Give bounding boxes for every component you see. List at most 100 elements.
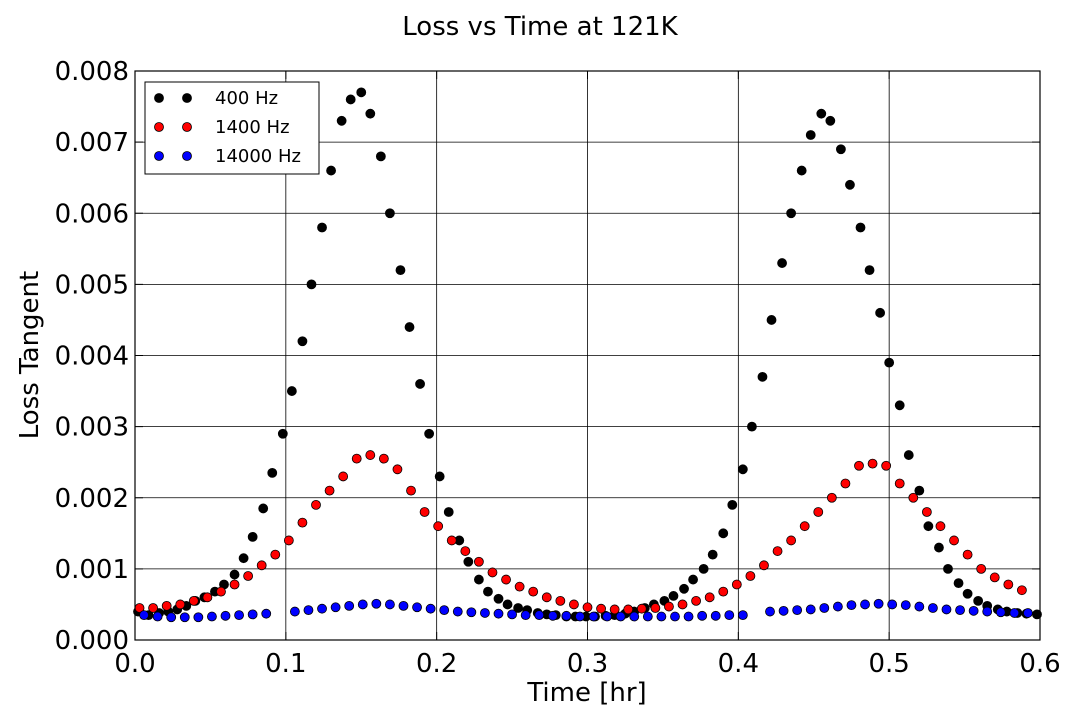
data-point (934, 542, 944, 553)
y-tick-label: 0.005 (55, 270, 129, 300)
legend-label: 14000 Hz (215, 146, 301, 167)
y-tick-label: 0.001 (55, 555, 129, 585)
data-point (596, 603, 606, 614)
data-point (528, 586, 539, 597)
data-point (473, 574, 484, 585)
data-point (152, 611, 163, 622)
y-axis-label: Loss Tangent (15, 271, 45, 439)
data-point (270, 549, 281, 560)
data-point (757, 371, 768, 382)
data-point (385, 208, 395, 219)
data-point (727, 499, 738, 510)
data-point (415, 379, 425, 389)
data-point (433, 521, 444, 532)
data-point (392, 464, 403, 475)
data-point (737, 464, 748, 475)
data-point (466, 607, 477, 618)
data-point (698, 563, 709, 574)
data-point (220, 610, 231, 621)
data-point (724, 610, 735, 621)
data-point (166, 612, 177, 623)
data-point (514, 581, 525, 592)
y-tick-label: 0.003 (55, 413, 129, 443)
data-point (460, 546, 471, 556)
data-point (534, 610, 545, 621)
data-point (541, 592, 552, 603)
data-point (805, 604, 816, 615)
data-point (846, 600, 857, 611)
data-point (404, 322, 415, 332)
data-point (286, 386, 297, 396)
legend-marker (182, 151, 192, 161)
y-tick-label: 0.007 (55, 128, 129, 158)
data-points (133, 87, 1042, 623)
data-point (914, 601, 925, 612)
data-point (1023, 608, 1033, 618)
data-point (731, 579, 742, 590)
data-point (311, 499, 321, 510)
x-tick-label: 0.2 (416, 649, 457, 679)
data-point (623, 604, 634, 615)
data-point (193, 612, 204, 623)
data-point (161, 600, 172, 611)
data-point (1009, 608, 1020, 618)
data-point (860, 599, 870, 610)
x-tick-label: 0.1 (265, 649, 306, 679)
data-point (258, 503, 269, 514)
data-point (507, 609, 517, 620)
data-point (238, 553, 249, 564)
data-point (398, 600, 409, 611)
data-point (900, 600, 911, 611)
data-point (670, 611, 680, 622)
data-point (921, 507, 932, 517)
data-point (463, 556, 474, 567)
data-point (836, 144, 846, 155)
data-point (148, 603, 159, 613)
data-point (487, 567, 498, 578)
y-tick-label: 0.006 (55, 199, 129, 229)
data-point (317, 222, 327, 233)
y-tick-labels: 0.000 0.001 0.002 0.003 0.004 0.005 0.006 0.007… (55, 57, 129, 656)
data-point (819, 603, 830, 613)
data-point (943, 563, 953, 574)
data-point (356, 87, 367, 98)
data-point (765, 606, 775, 617)
data-point (786, 535, 797, 546)
legend: 400 Hz 1400 Hz 14000 Hz (144, 81, 320, 175)
data-point (202, 592, 213, 603)
data-point (759, 560, 769, 571)
data-point (679, 583, 689, 594)
data-point (656, 611, 667, 622)
data-point (697, 610, 708, 621)
data-point (799, 521, 810, 532)
data-point (664, 601, 674, 612)
data-point (908, 492, 919, 503)
data-point (229, 579, 240, 590)
y-tick-label: 0.008 (55, 57, 129, 87)
legend-marker (154, 93, 164, 103)
data-point (385, 599, 395, 610)
data-point (520, 610, 531, 621)
data-point (796, 165, 807, 176)
data-point (928, 603, 938, 613)
data-point (691, 595, 701, 606)
data-point (677, 599, 688, 610)
data-point (378, 453, 389, 464)
data-point (375, 151, 386, 162)
data-point (297, 517, 308, 528)
data-point (289, 606, 300, 617)
x-tick-labels: 0.0 0.1 0.2 0.3 0.4 0.5 0.6 (114, 649, 1060, 679)
data-point (357, 599, 368, 610)
legend-label: 1400 Hz (215, 117, 290, 138)
data-point (419, 507, 430, 517)
data-point (840, 478, 851, 489)
data-point (968, 605, 979, 616)
data-point (864, 265, 875, 276)
data-point (1003, 579, 1014, 590)
data-point (338, 471, 349, 482)
legend-marker (182, 93, 192, 103)
data-point (267, 467, 278, 478)
data-point (473, 556, 484, 567)
data-point (139, 610, 149, 621)
data-point (825, 115, 836, 126)
